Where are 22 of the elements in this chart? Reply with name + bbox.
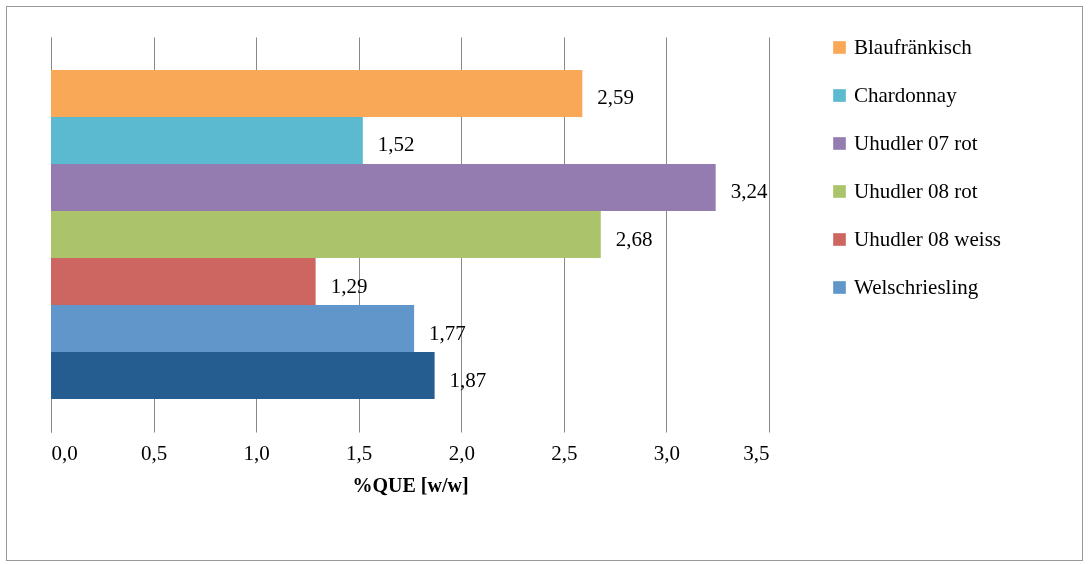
x-axis-title: %QUE [w/w] xyxy=(352,473,469,496)
data-label: 1,29 xyxy=(330,273,368,298)
x-tick-label: 0,5 xyxy=(140,440,168,465)
data-label: 1,52 xyxy=(377,132,415,157)
legend-label: Blaufränkisch xyxy=(854,34,973,59)
x-tick-label: 1,0 xyxy=(243,440,270,465)
data-label: 1,87 xyxy=(449,367,487,392)
data-label: 1,77 xyxy=(429,320,466,345)
data-label: 2,59 xyxy=(597,85,635,110)
x-tick-label: 1,5 xyxy=(346,440,373,465)
data-label: 2,68 xyxy=(615,226,653,251)
legend-label: Chardonnay xyxy=(854,82,958,107)
x-tick-label: 3,0 xyxy=(653,440,681,465)
x-tick-label: 0,0 xyxy=(51,440,78,465)
legend-label: Uhudler 08 rot xyxy=(854,178,978,203)
x-tick-label: 2,0 xyxy=(448,440,475,465)
legend-label: Welschriesling xyxy=(854,274,979,299)
x-tick-label: 2,5 xyxy=(551,440,578,465)
data-label: 3,24 xyxy=(730,179,768,204)
x-tick-label: 3,5 xyxy=(743,440,770,465)
legend-label: Uhudler 07 rot xyxy=(854,130,978,155)
legend-label: Uhudler 08 weiss xyxy=(854,226,1001,251)
